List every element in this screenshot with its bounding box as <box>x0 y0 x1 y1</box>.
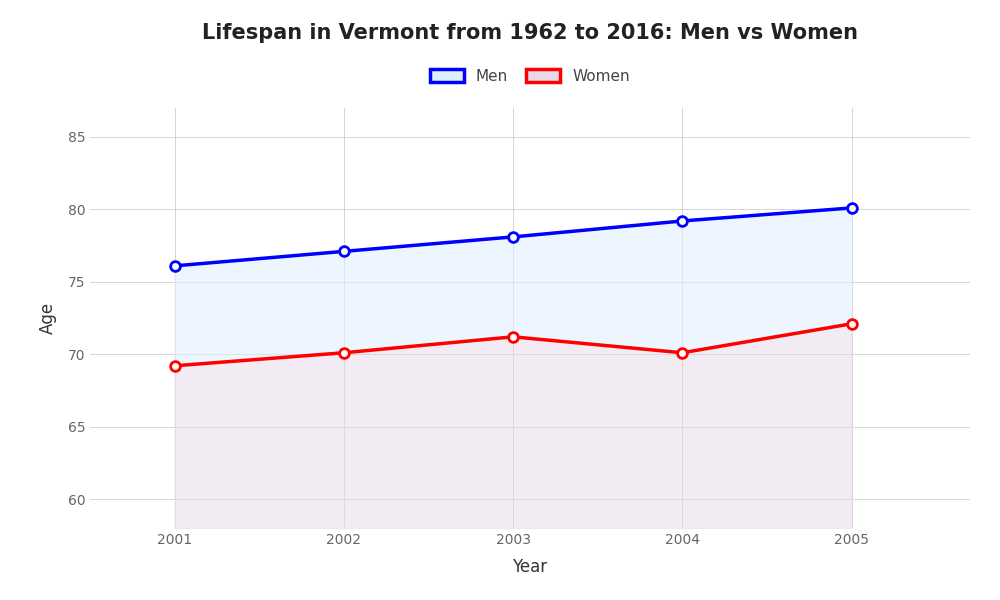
Women <box>676 349 688 356</box>
Men <box>338 248 350 255</box>
Women <box>507 333 519 340</box>
Women <box>338 349 350 356</box>
Men <box>846 205 858 212</box>
Women <box>169 362 181 370</box>
Men <box>507 233 519 241</box>
Y-axis label: Age: Age <box>38 302 56 334</box>
Legend: Men, Women: Men, Women <box>422 61 638 91</box>
Women <box>846 320 858 328</box>
Men <box>676 217 688 224</box>
Title: Lifespan in Vermont from 1962 to 2016: Men vs Women: Lifespan in Vermont from 1962 to 2016: M… <box>202 23 858 43</box>
Line: Men: Men <box>170 203 856 271</box>
Line: Women: Women <box>170 319 856 371</box>
Men <box>169 262 181 269</box>
X-axis label: Year: Year <box>512 558 548 576</box>
